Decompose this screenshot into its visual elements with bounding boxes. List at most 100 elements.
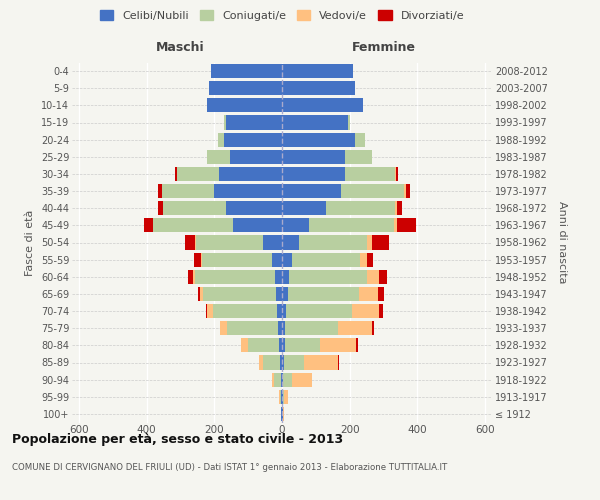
Bar <box>282 356 284 370</box>
Y-axis label: Fasce di età: Fasce di età <box>25 210 35 276</box>
Bar <box>282 390 283 404</box>
Bar <box>202 252 272 266</box>
Bar <box>194 252 201 266</box>
Bar <box>292 252 360 266</box>
Bar <box>211 64 282 78</box>
Bar <box>284 390 288 404</box>
Bar <box>233 218 282 232</box>
Bar <box>158 184 162 198</box>
Bar <box>379 304 383 318</box>
Bar <box>282 132 355 146</box>
Bar <box>280 390 281 404</box>
Bar <box>281 390 282 404</box>
Bar <box>282 252 292 266</box>
Bar <box>359 287 378 301</box>
Bar <box>282 116 348 130</box>
Bar <box>320 338 356 352</box>
Bar <box>185 236 195 250</box>
Bar <box>248 338 278 352</box>
Bar <box>282 236 299 250</box>
Bar <box>344 167 395 181</box>
Bar <box>220 167 282 181</box>
Text: Popolazione per età, sesso e stato civile - 2013: Popolazione per età, sesso e stato civil… <box>12 432 343 446</box>
Bar <box>162 184 214 198</box>
Bar <box>379 270 386 284</box>
Bar <box>338 356 339 370</box>
Bar <box>367 252 373 266</box>
Bar <box>281 407 282 421</box>
Bar <box>344 150 372 164</box>
Bar <box>285 338 320 352</box>
Bar <box>241 338 248 352</box>
Bar <box>283 390 284 404</box>
Bar <box>220 321 227 335</box>
Bar <box>286 321 338 335</box>
Bar <box>404 184 406 198</box>
Legend: Celibi/Nubili, Coniugati/e, Vedovi/e, Divorziati/e: Celibi/Nubili, Coniugati/e, Vedovi/e, Di… <box>98 8 466 24</box>
Bar <box>299 236 367 250</box>
Bar <box>163 201 226 215</box>
Bar <box>229 150 282 164</box>
Bar <box>397 218 416 232</box>
Bar <box>144 218 152 232</box>
Bar <box>272 372 274 386</box>
Bar <box>282 98 363 112</box>
Bar <box>356 338 358 352</box>
Bar <box>158 201 163 215</box>
Bar <box>278 321 282 335</box>
Bar <box>282 407 283 421</box>
Bar <box>284 356 304 370</box>
Bar <box>227 321 278 335</box>
Bar <box>224 116 226 130</box>
Bar <box>195 270 275 284</box>
Bar <box>208 98 282 112</box>
Bar <box>355 132 365 146</box>
Bar <box>282 321 286 335</box>
Bar <box>304 356 338 370</box>
Y-axis label: Anni di nascita: Anni di nascita <box>557 201 567 284</box>
Bar <box>406 184 410 198</box>
Bar <box>153 218 233 232</box>
Text: Femmine: Femmine <box>352 40 416 54</box>
Bar <box>188 270 193 284</box>
Bar <box>292 372 312 386</box>
Bar <box>274 372 281 386</box>
Bar <box>201 252 202 266</box>
Bar <box>281 372 282 386</box>
Bar <box>282 270 289 284</box>
Bar <box>226 116 282 130</box>
Bar <box>208 304 212 318</box>
Bar <box>177 167 220 181</box>
Bar <box>282 150 344 164</box>
Bar <box>282 81 355 95</box>
Bar <box>352 304 379 318</box>
Bar <box>277 304 282 318</box>
Bar <box>367 270 379 284</box>
Bar <box>175 167 177 181</box>
Bar <box>214 184 282 198</box>
Bar <box>378 287 384 301</box>
Bar <box>200 287 203 301</box>
Bar <box>397 201 402 215</box>
Bar <box>309 218 394 232</box>
Bar <box>263 356 280 370</box>
Bar <box>283 372 292 386</box>
Bar <box>197 287 200 301</box>
Bar <box>280 356 282 370</box>
Bar <box>226 201 282 215</box>
Bar <box>395 201 397 215</box>
Bar <box>272 252 282 266</box>
Bar <box>276 287 282 301</box>
Bar <box>278 338 282 352</box>
Bar <box>288 287 359 301</box>
Bar <box>206 304 208 318</box>
Bar <box>282 372 283 386</box>
Bar <box>218 132 224 146</box>
Bar <box>208 150 229 164</box>
Text: COMUNE DI CERVIGNANO DEL FRIULI (UD) - Dati ISTAT 1° gennaio 2013 - Elaborazione: COMUNE DI CERVIGNANO DEL FRIULI (UD) - D… <box>12 462 447 471</box>
Bar <box>372 321 374 335</box>
Bar <box>196 236 263 250</box>
Bar <box>259 356 263 370</box>
Bar <box>396 167 398 181</box>
Bar <box>282 218 309 232</box>
